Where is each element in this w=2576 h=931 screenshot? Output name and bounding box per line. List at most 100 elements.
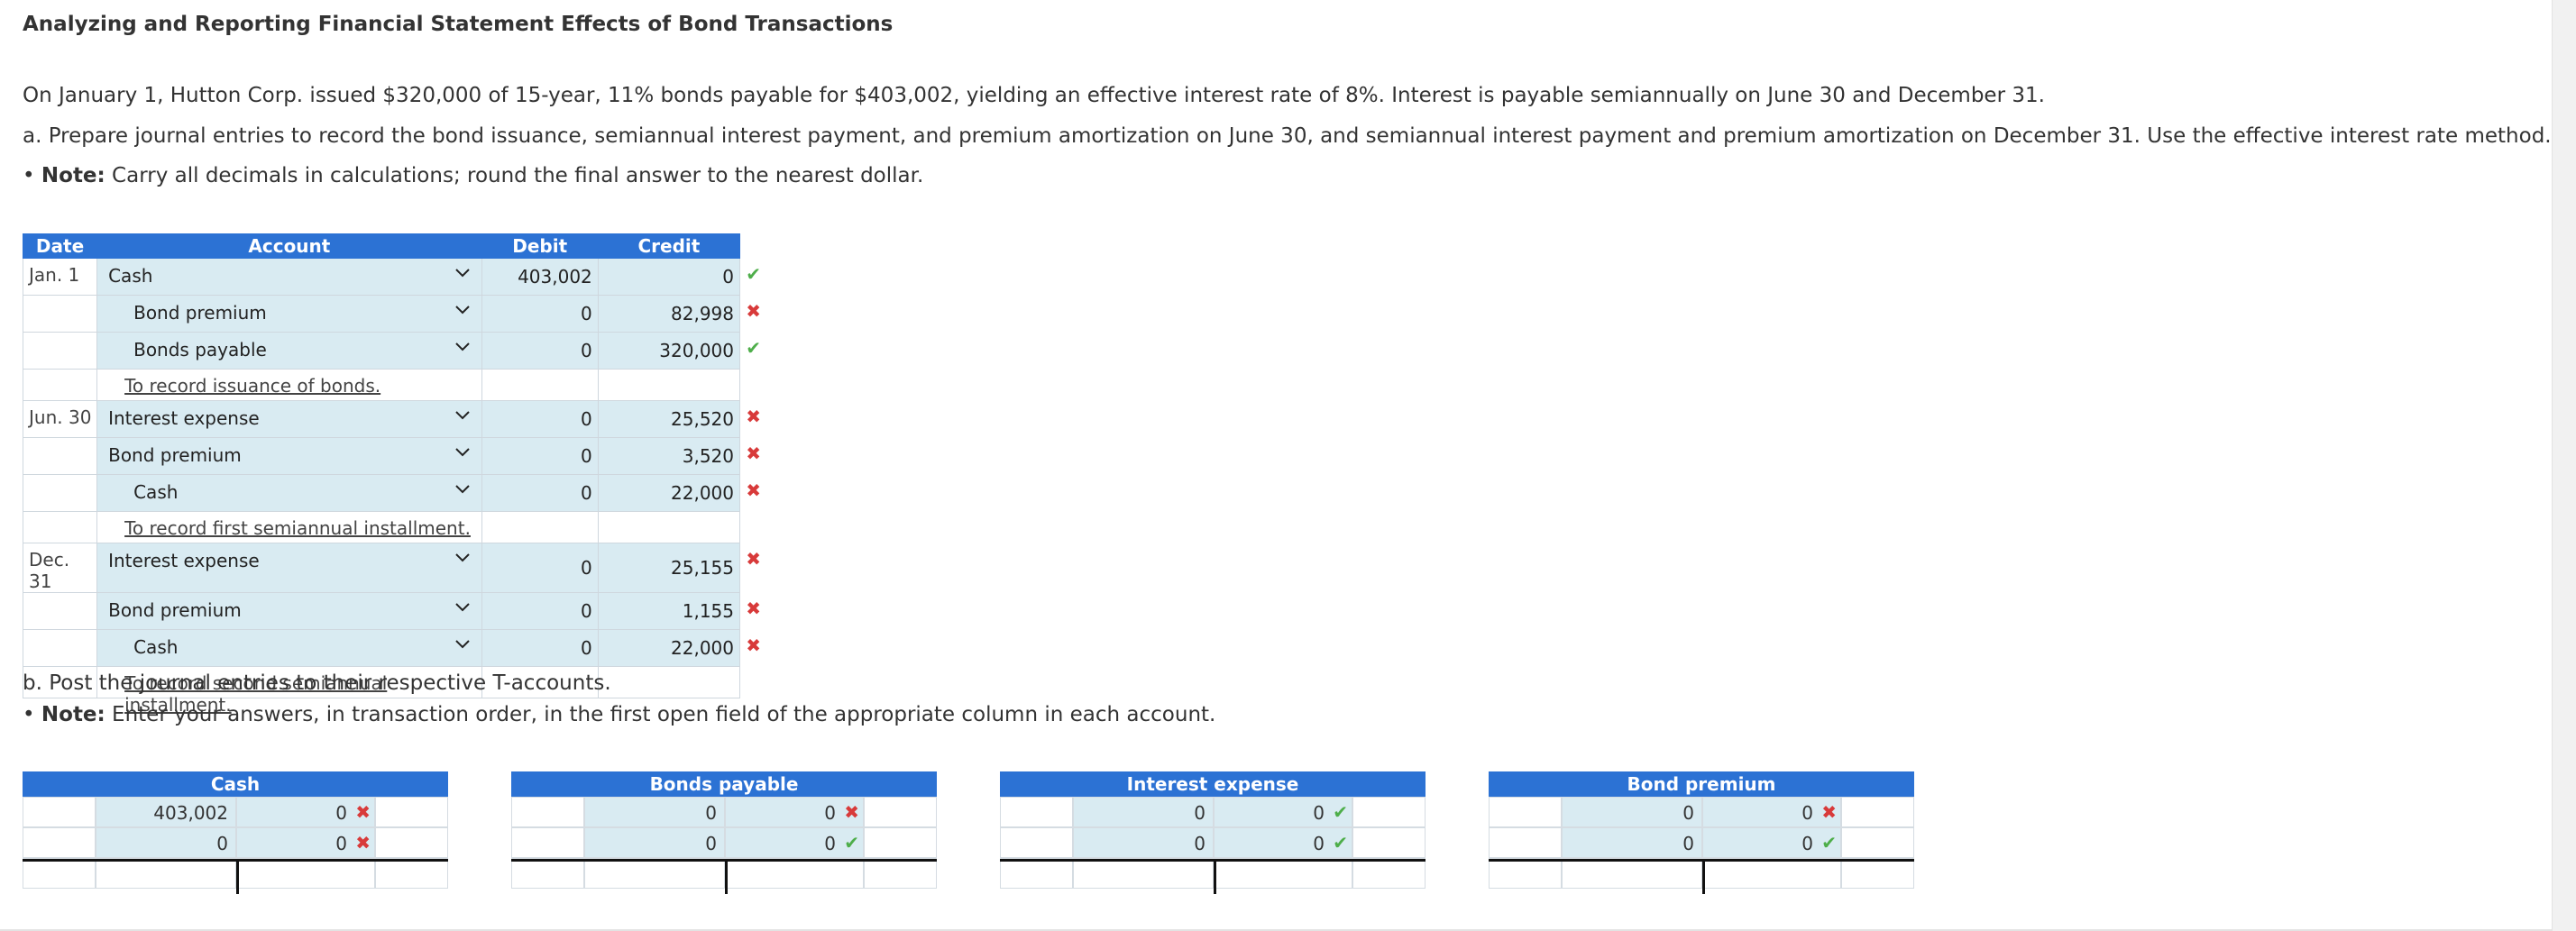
credit-value: 3,520 <box>682 445 734 467</box>
t-account-credit-input[interactable]: 0 ✖ <box>236 827 375 858</box>
journal-row: Cash 0 22,000 ✖ <box>22 474 761 512</box>
cross-icon: ✖ <box>844 801 859 823</box>
credit-value: 320,000 <box>659 340 734 361</box>
credit-value: 0 <box>335 802 347 824</box>
t-account-divider <box>725 860 728 894</box>
cross-icon: ✖ <box>746 548 761 570</box>
debit-input[interactable]: 0 <box>481 543 599 593</box>
t-account-debit-input[interactable]: 0 ✖ <box>1562 797 1723 827</box>
credit-input[interactable]: 3,520 ✖ <box>597 437 761 475</box>
t-account-debit-input[interactable]: 0 ✖ <box>1562 827 1723 858</box>
part-a-instructions: a. Prepare journal entries to record the… <box>23 124 2552 148</box>
check-icon: ✔ <box>746 337 761 359</box>
date-cell-empty <box>22 295 98 333</box>
part-b-note: • Note: Enter your answers, in transacti… <box>23 703 1215 726</box>
debit-input[interactable]: 0 <box>481 474 599 512</box>
bullet: • <box>23 703 41 726</box>
account-select[interactable]: Cash <box>96 474 482 512</box>
t-account-total-line <box>511 859 937 862</box>
debit-value: 0 <box>1682 802 1694 824</box>
debit-input[interactable]: 0 <box>481 629 599 667</box>
t-account-debit-input[interactable]: 0 ✔ <box>584 827 746 858</box>
t-account-total-line <box>1000 859 1426 862</box>
account-select[interactable]: Cash <box>96 258 482 296</box>
account-select[interactable]: Bond premium <box>96 592 482 630</box>
account-name: Interest expense <box>108 550 260 571</box>
t-account-blank-cell <box>1489 827 1562 858</box>
credit-input[interactable]: 22,000 ✖ <box>597 474 761 512</box>
t-account-credit-input[interactable]: 0 ✔ <box>725 827 864 858</box>
date-cell-empty <box>22 369 98 401</box>
check-icon: ✔ <box>1821 832 1837 853</box>
t-account-debit-balance <box>1073 858 1214 889</box>
account-select[interactable]: Bonds payable <box>96 332 482 370</box>
cross-icon: ✖ <box>746 634 761 656</box>
credit-input[interactable]: 320,000 ✔ <box>597 332 761 370</box>
vertical-scrollbar[interactable] <box>2552 0 2576 931</box>
cross-icon: ✖ <box>746 300 761 322</box>
credit-value: 0 <box>824 833 836 854</box>
t-account-cash: Cash 403,002 ✔ 0 ✖ 0 ✔ <box>23 771 448 894</box>
credit-input[interactable]: 22,000 ✖ <box>597 629 761 667</box>
account-select[interactable]: Cash <box>96 629 482 667</box>
account-name: Bond premium <box>108 444 242 466</box>
memo-text: To record second semiannual installment. <box>124 672 388 716</box>
t-account-blank-cell <box>1352 827 1426 858</box>
debit-input[interactable]: 0 <box>481 437 599 475</box>
credit-input[interactable]: 25,520 ✖ <box>597 400 761 438</box>
account-select[interactable]: Bond premium <box>96 437 482 475</box>
credit-value: 22,000 <box>671 637 734 659</box>
account-name: Cash <box>108 265 153 287</box>
t-account-debit-balance <box>1562 858 1702 889</box>
journal-row: Jan. 1 Cash 403,002 0 ✔ <box>22 258 761 296</box>
journal-row: Bond premium 0 82,998 ✖ <box>22 295 761 333</box>
t-account-bond-premium: Bond premium 0 ✖ 0 ✖ 0 ✖ <box>1489 771 1914 894</box>
credit-input[interactable]: 1,155 ✖ <box>597 592 761 630</box>
account-select[interactable]: Interest expense <box>96 543 482 593</box>
entry-date: Jan. 1 <box>22 258 98 296</box>
chevron-down-icon <box>454 265 471 283</box>
t-account-debit-input[interactable]: 0 ✔ <box>96 827 257 858</box>
t-account-debit-input[interactable]: 403,002 ✔ <box>96 797 257 827</box>
cross-icon: ✖ <box>746 406 761 427</box>
t-account-credit-input[interactable]: 0 ✖ <box>1702 797 1841 827</box>
t-account-credit-input[interactable]: 0 ✔ <box>1702 827 1841 858</box>
account-name: Interest expense <box>108 407 260 429</box>
t-account-credit-input[interactable]: 0 ✔ <box>1214 827 1352 858</box>
t-account-blank-cell <box>864 827 937 858</box>
chevron-down-icon <box>454 550 471 568</box>
debit-input[interactable]: 0 <box>481 400 599 438</box>
t-account-total-line <box>1489 859 1914 862</box>
t-account-blank-cell <box>23 858 96 889</box>
entry-memo: To record second semiannual installment. <box>96 666 482 716</box>
t-account-credit-input[interactable]: 0 ✖ <box>236 797 375 827</box>
t-account-blank-cell <box>1352 797 1426 827</box>
debit-value: 0 <box>1194 833 1205 854</box>
note-label: Note: <box>41 164 105 187</box>
credit-input[interactable]: 82,998 ✖ <box>597 295 761 333</box>
t-account-debit-input[interactable]: 0 ✖ <box>1073 827 1234 858</box>
t-account-blank-cell <box>1841 827 1914 858</box>
t-account-debit-input[interactable]: 0 ✖ <box>1073 797 1234 827</box>
debit-input[interactable]: 0 <box>481 295 599 333</box>
debit-input[interactable]: 0 <box>481 592 599 630</box>
debit-input[interactable]: 0 <box>481 332 599 370</box>
journal-memo-row: To record issuance of bonds. <box>22 369 741 401</box>
entry-date: Dec. 31 <box>22 543 98 593</box>
debit-input[interactable]: 403,002 <box>481 258 599 296</box>
t-account-credit-input[interactable]: 0 ✔ <box>1214 797 1352 827</box>
credit-value: 0 <box>1313 833 1325 854</box>
t-account-blank-cell <box>1000 858 1073 889</box>
account-select[interactable]: Interest expense <box>96 400 482 438</box>
bottom-border <box>0 929 2552 931</box>
entry-date: Jun. 30 <box>22 400 98 438</box>
cross-icon: ✖ <box>1821 801 1837 823</box>
credit-input[interactable]: 25,155 ✖ <box>597 543 761 593</box>
date-cell-empty <box>22 511 98 543</box>
credit-value: 25,155 <box>671 557 734 579</box>
credit-value: 0 <box>1801 833 1813 854</box>
t-account-debit-input[interactable]: 0 ✔ <box>584 797 746 827</box>
credit-input[interactable]: 0 ✔ <box>597 258 761 296</box>
t-account-credit-input[interactable]: 0 ✖ <box>725 797 864 827</box>
account-select[interactable]: Bond premium <box>96 295 482 333</box>
